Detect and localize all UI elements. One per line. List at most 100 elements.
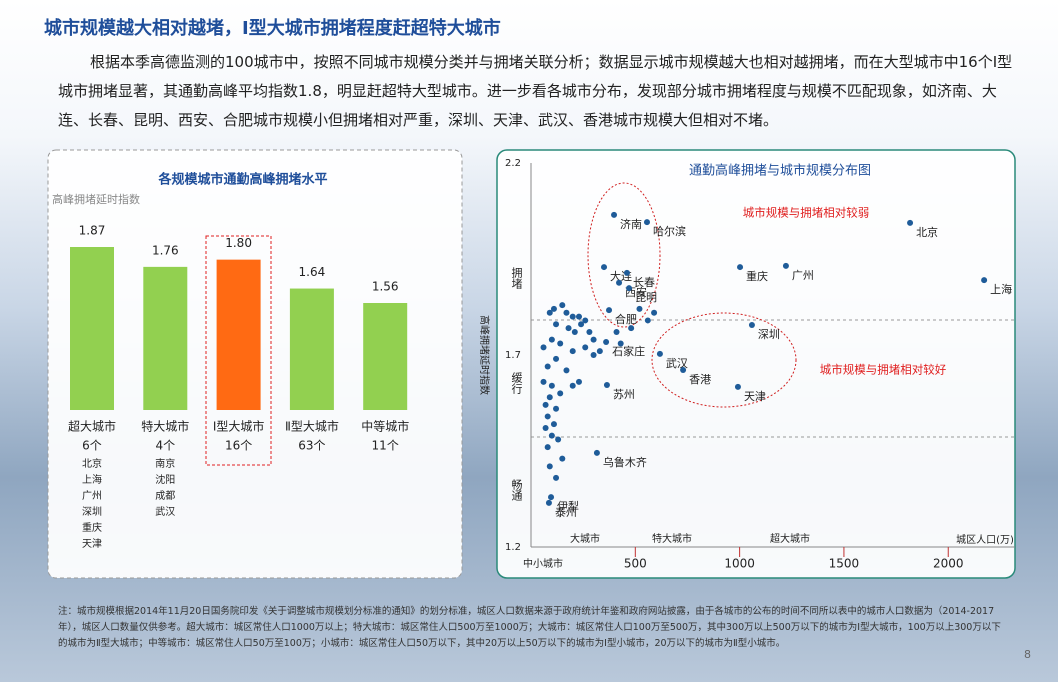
point-label: 石家庄 xyxy=(612,344,645,358)
point xyxy=(545,499,552,506)
point xyxy=(636,305,643,312)
point xyxy=(550,305,557,312)
point xyxy=(616,279,623,286)
city-label: 成都 xyxy=(155,490,175,502)
x-tick-label: 1000 xyxy=(724,557,755,571)
annotation: 城市规模与拥堵相对较好 xyxy=(820,363,947,377)
point xyxy=(575,378,582,385)
value-label: 1.64 xyxy=(299,265,326,279)
point xyxy=(582,344,589,351)
point xyxy=(544,444,551,451)
x-tick-label: 2000 xyxy=(933,557,964,571)
point-label: 天津 xyxy=(744,390,766,403)
point xyxy=(548,382,555,389)
point xyxy=(546,309,553,316)
point xyxy=(553,474,560,481)
ellipse-annotation xyxy=(651,312,797,408)
point xyxy=(593,449,600,456)
point xyxy=(644,317,651,324)
bar-y-label: 高峰拥堵延时指数 xyxy=(52,192,140,206)
point xyxy=(548,494,555,501)
point-label: 伊犁 xyxy=(557,499,579,513)
point xyxy=(596,348,603,355)
bar xyxy=(289,288,334,410)
category-label: 超大城市 xyxy=(68,419,116,434)
x-tick-label: 1500 xyxy=(829,557,860,571)
point xyxy=(544,363,551,370)
point xyxy=(590,352,597,358)
point xyxy=(542,401,549,408)
right-panel xyxy=(496,149,1016,579)
city-label: 沈阳 xyxy=(155,473,175,486)
point-label: 泰州 xyxy=(555,505,577,519)
scatter-y-label: 高峰拥堵延时指数 xyxy=(478,315,491,395)
point xyxy=(623,269,630,276)
point xyxy=(546,463,553,470)
point-label: 深圳 xyxy=(758,328,780,341)
annotation: 城市规模与拥堵相对较弱 xyxy=(743,206,870,220)
city-label: 上海 xyxy=(82,473,102,486)
count-label: 6个 xyxy=(82,439,102,453)
point xyxy=(553,405,560,412)
category-label: Ⅱ型大城市 xyxy=(285,419,339,434)
point xyxy=(907,219,914,226)
category-label: Ⅰ型大城市 xyxy=(213,419,265,434)
point xyxy=(617,340,624,347)
x-tick-label: 500 xyxy=(624,557,647,571)
point xyxy=(651,309,658,316)
point xyxy=(603,338,610,345)
paragraph: 根据本季高德监测的100城市中，按照不同城市规模分类并与拥堵关联分析；数据显示城… xyxy=(58,53,1013,129)
point xyxy=(569,313,576,320)
size-category: 中小城市 xyxy=(523,557,563,570)
city-label: 武汉 xyxy=(155,505,175,518)
city-label: 深圳 xyxy=(82,506,102,518)
point xyxy=(546,394,553,401)
point-label: 合肥 xyxy=(615,312,637,326)
point-label: 哈尔滨 xyxy=(653,224,686,238)
y-tick-label: 1.7 xyxy=(505,350,521,361)
point xyxy=(628,325,635,332)
y-tick-label: 2.2 xyxy=(505,158,521,169)
count-label: 11个 xyxy=(372,439,399,453)
point xyxy=(553,321,560,328)
bar xyxy=(216,259,261,410)
value-label: 1.76 xyxy=(152,243,179,257)
value-label: 1.80 xyxy=(225,236,252,250)
point xyxy=(563,367,570,374)
size-category: 超大城市 xyxy=(770,532,810,545)
point-label: 上海 xyxy=(990,282,1012,296)
page-number: 8 xyxy=(1024,648,1031,661)
point xyxy=(680,366,687,373)
point-label: 济南 xyxy=(620,217,642,231)
point xyxy=(748,322,755,329)
point xyxy=(981,277,988,284)
point-label: 长春 xyxy=(633,276,655,289)
point-label: 香港 xyxy=(689,373,711,386)
point-label: 乌鲁木齐 xyxy=(603,455,647,469)
point-label: 重庆 xyxy=(746,269,768,283)
point xyxy=(575,313,582,320)
point xyxy=(555,436,562,443)
point xyxy=(626,285,633,292)
point xyxy=(737,264,744,271)
bar xyxy=(363,303,408,410)
point xyxy=(590,336,597,343)
count-label: 4个 xyxy=(155,439,175,453)
point xyxy=(548,336,555,343)
size-category: 特大城市 xyxy=(652,532,692,545)
point xyxy=(734,383,741,390)
point xyxy=(611,211,618,218)
point xyxy=(557,340,564,347)
zone-label: 畅通 xyxy=(510,478,523,501)
size-category: 大城市 xyxy=(570,532,600,545)
point xyxy=(542,424,549,431)
point xyxy=(540,344,547,351)
category-label: 特大城市 xyxy=(141,419,189,434)
point xyxy=(563,309,570,316)
point xyxy=(613,328,620,335)
point xyxy=(578,321,585,328)
city-label: 天津 xyxy=(82,538,102,550)
zone-label: 缓行 xyxy=(510,372,523,395)
